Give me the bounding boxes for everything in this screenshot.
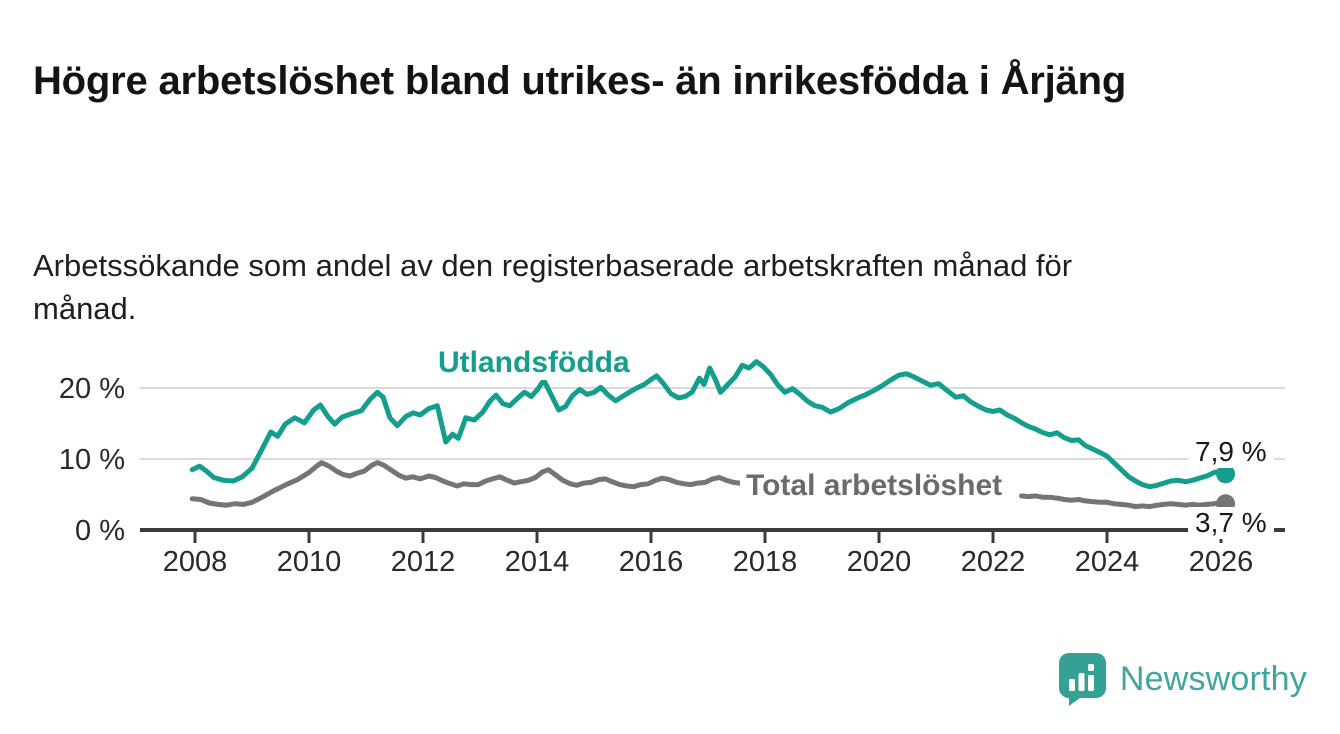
x-axis-tick-label: 2016 xyxy=(619,546,684,578)
x-axis-tick-label: 2020 xyxy=(847,546,912,578)
y-axis-tick-label: 0 % xyxy=(75,515,125,547)
newsworthy-logo: Newsworthy xyxy=(1058,652,1307,707)
series-end-dot xyxy=(1216,464,1236,484)
page-title: Högre arbetslöshet bland utrikes- än inr… xyxy=(33,58,1127,103)
series-label-total-arbetsloshet: Total arbetslöshet xyxy=(740,469,1009,503)
y-axis-tick-label: 20 % xyxy=(59,373,125,405)
series-line xyxy=(189,460,748,508)
newsworthy-logo-icon xyxy=(1058,653,1106,706)
end-value-label-total: 3,7 % xyxy=(1188,507,1274,539)
x-axis-tick-label: 2026 xyxy=(1189,546,1254,578)
series-line xyxy=(189,359,1229,490)
line-chart: 20 % 10 % 0 % 2008 2010 2012 2014 2016 2018 2020 2… xyxy=(59,359,1285,578)
y-axis-tick-label: 10 % xyxy=(59,444,125,476)
x-axis-tick-label: 2014 xyxy=(505,546,570,578)
end-value-label-utlandsfodda: 7,9 % xyxy=(1188,436,1274,468)
series-line xyxy=(1019,493,1229,510)
x-axis-tick-label: 2022 xyxy=(961,546,1026,578)
x-axis-tick-label: 2008 xyxy=(163,546,228,578)
series-label-utlandsfodda: Utlandsfödda xyxy=(432,346,636,380)
newsworthy-logo-text: Newsworthy xyxy=(1119,660,1307,698)
x-axis-tick-label: 2010 xyxy=(277,546,342,578)
x-axis-tick-label: 2024 xyxy=(1075,546,1140,578)
x-axis-tick-label: 2012 xyxy=(391,546,456,578)
x-axis-tick-label: 2018 xyxy=(733,546,798,578)
chart-subtitle: Arbetssökande som andel av den registerb… xyxy=(33,248,1073,326)
